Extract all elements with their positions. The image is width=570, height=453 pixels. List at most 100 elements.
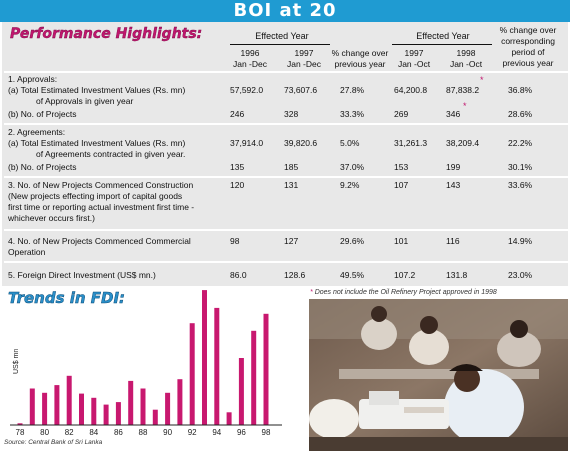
x-tick-label: 98 xyxy=(262,428,271,437)
footnote-star: * xyxy=(310,289,313,296)
cell: 87,838.2 xyxy=(446,85,480,95)
fdi-bar-1984 xyxy=(91,397,97,425)
x-tick-label: 82 xyxy=(65,428,74,437)
fdi-bar-1983 xyxy=(79,393,84,425)
cell: 31,261.3 xyxy=(394,138,428,148)
fdi-bar-1989 xyxy=(152,409,158,425)
cell: 38,209.4 xyxy=(446,138,480,148)
worker-head xyxy=(510,320,528,338)
cell: 143 xyxy=(446,180,461,190)
cell: 33.6% xyxy=(508,180,533,190)
header-rule-1 xyxy=(230,44,330,45)
cell: 269 xyxy=(394,109,409,119)
photo-floor xyxy=(309,437,568,451)
fdi-title: Trends in FDI: xyxy=(8,289,126,308)
cell: 30.1% xyxy=(508,162,533,172)
footnote-star: * xyxy=(463,101,467,111)
sewing-machine-head xyxy=(369,391,399,405)
cell: 328 xyxy=(284,109,299,119)
x-tick-label: 96 xyxy=(237,428,246,437)
seamstress-head xyxy=(454,366,480,392)
fdi-bar-1995 xyxy=(226,412,232,425)
cell: 127 xyxy=(284,236,299,246)
fabric-pile xyxy=(309,399,359,439)
highlights-title: Performance Highlights: xyxy=(10,26,203,42)
x-tick-label: 88 xyxy=(139,428,148,437)
row-label-approvals: 1. Approvals: (a) Total Estimated Invest… xyxy=(8,74,186,106)
source-note: Source: Central Bank of Sri Lanka xyxy=(4,439,103,446)
x-tick-label: 92 xyxy=(188,428,197,437)
row-separator xyxy=(4,123,568,125)
cell: 49.5% xyxy=(340,270,365,280)
col-header-1998-oct: 1998 Jan -Oct xyxy=(449,48,483,69)
work-table xyxy=(339,369,539,379)
fdi-bar-1990 xyxy=(165,392,171,425)
fdi-bar-1993 xyxy=(202,290,207,425)
footnote-text: Does not include the Oil Refinery Projec… xyxy=(314,289,497,296)
cell: 185 xyxy=(284,162,299,172)
fdi-chart-svg: 78 80 82 84 86 88 90 92 94 96 98 US$ mn xyxy=(10,290,282,437)
x-ticks-group: 78 80 82 84 86 88 90 92 94 96 98 xyxy=(16,428,271,437)
row-label-agreements-projects: (b) No. of Projects xyxy=(8,162,77,172)
garment-factory-photo xyxy=(309,299,568,451)
cell: 120 xyxy=(230,180,245,190)
col-header-1997: 1997 Jan -Dec xyxy=(286,48,321,69)
fdi-bar-1978 xyxy=(17,423,23,425)
cell: 98 xyxy=(230,236,240,246)
row-separator xyxy=(4,229,568,231)
fdi-bar-1980 xyxy=(42,392,48,425)
x-tick-label: 90 xyxy=(163,428,172,437)
cell: 131 xyxy=(284,180,299,190)
fdi-bar-1987 xyxy=(128,380,134,425)
cell: 36.8% xyxy=(508,85,533,95)
cell: 29.6% xyxy=(340,236,365,246)
fdi-bar-1991 xyxy=(177,379,183,425)
worker-head xyxy=(420,316,438,334)
photo-illustration xyxy=(309,299,568,451)
seamstress-hair xyxy=(449,364,483,371)
row-separator xyxy=(4,261,568,263)
cell: 9.2% xyxy=(340,180,360,190)
cell: 64,200.8 xyxy=(394,85,428,95)
bars-group xyxy=(17,290,269,425)
performance-highlights-table: Performance Highlights: Effected Year Ef… xyxy=(2,22,568,286)
footnote: * Does not include the Oil Refinery Proj… xyxy=(310,289,497,296)
fabric-piece xyxy=(404,407,444,413)
cell: 33.3% xyxy=(340,109,365,119)
cell: 199 xyxy=(446,162,461,172)
row-label-commercial: 4. No. of New Projects Commenced Commerc… xyxy=(8,236,191,257)
fdi-chart: 78 80 82 84 86 88 90 92 94 96 98 US$ mn Trends in … xyxy=(0,286,305,453)
worker-back-right xyxy=(497,331,541,367)
cell: 27.8% xyxy=(340,85,365,95)
cell: 37,914.0 xyxy=(230,138,264,148)
cell: 39,820.6 xyxy=(284,138,318,148)
fdi-bar-1996 xyxy=(238,358,244,425)
cell: 131.8 xyxy=(446,270,468,280)
row-label-agreements: 2. Agreements: (a) Total Estimated Inves… xyxy=(8,127,186,159)
fdi-bar-1986 xyxy=(115,402,121,425)
y-axis-label: US$ mn xyxy=(13,349,20,374)
x-tick-label: 80 xyxy=(40,428,49,437)
col-header-pct-prev: % change over previous year xyxy=(331,48,389,69)
x-tick-label: 78 xyxy=(16,428,25,437)
fdi-bar-1994 xyxy=(214,307,220,425)
cell: 135 xyxy=(230,162,245,172)
row-label-fdi: 5. Foreign Direct Investment (US$ mn.) xyxy=(8,270,156,280)
cell: 57,592.0 xyxy=(230,85,264,95)
row-separator xyxy=(4,176,568,178)
fdi-bar-1988 xyxy=(140,388,146,425)
sewing-machine xyxy=(359,399,449,429)
footnote-star: * xyxy=(480,75,484,85)
fdi-bar-1998 xyxy=(263,313,269,425)
worker-back-center xyxy=(409,329,449,365)
cell: 22.2% xyxy=(508,138,533,148)
cell: 346 xyxy=(446,109,461,119)
col-header-1997-oct: 1997 Jan -Oct xyxy=(397,48,431,69)
fdi-bar-1992 xyxy=(189,323,195,425)
cell: 14.9% xyxy=(508,236,533,246)
cell: 23.0% xyxy=(508,270,533,280)
row-separator xyxy=(4,71,568,73)
cell: 86.0 xyxy=(230,270,247,280)
col-header-pct-corresponding: % change over corresponding period of prev… xyxy=(499,25,557,68)
fdi-bar-1979 xyxy=(29,388,35,425)
